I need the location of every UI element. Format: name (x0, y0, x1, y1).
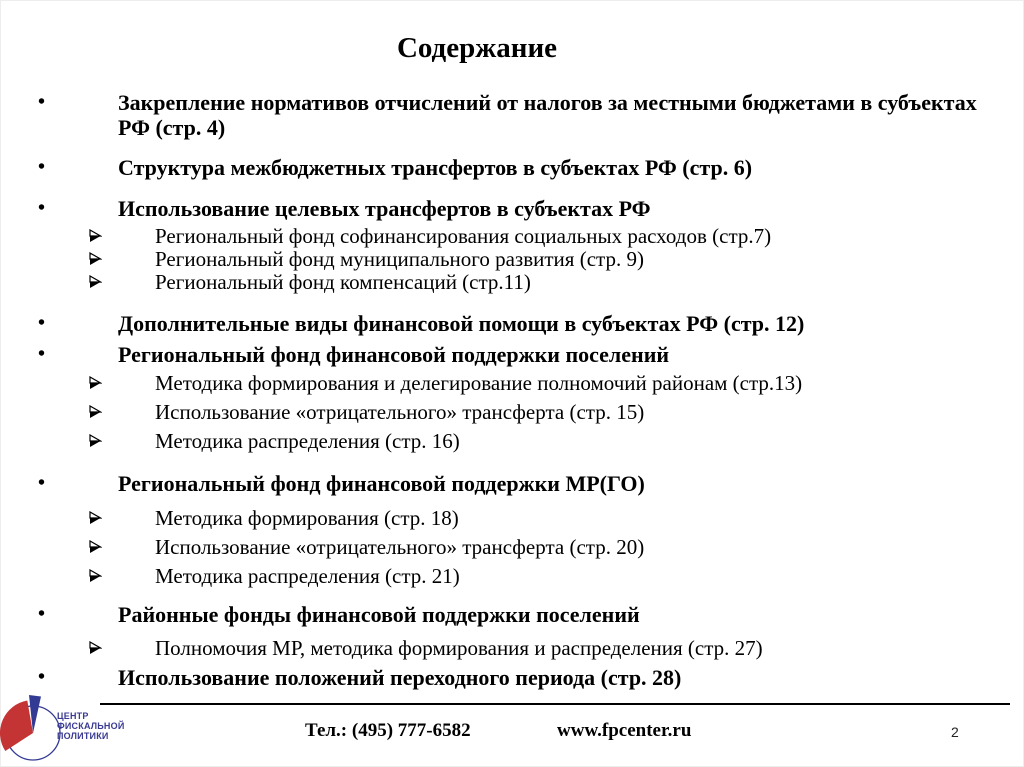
bullet-icon: • (38, 156, 46, 178)
bullet-icon: • (38, 472, 46, 494)
page-title: Содержание (396, 32, 558, 64)
arrowhead-bullet-icon (88, 637, 155, 655)
toc-subitem-label: Методика распределения (стр. 21) (155, 564, 460, 588)
footer-website: www.fpcenter.ru (557, 720, 692, 741)
toc-item-label: Использование целевых трансфертов в субъ… (118, 196, 651, 221)
toc-subitem-label: Методика распределения (стр. 16) (155, 429, 460, 453)
bullet-icon: • (38, 666, 46, 688)
toc-subitem: Полномочия МР, методика формирования и р… (0, 637, 1024, 660)
toc-item: • Региональный фонд финансовой поддержки… (0, 342, 1024, 367)
arrowhead-bullet-icon (88, 372, 155, 390)
toc-subitem-label: Региональный фонд муниципального развити… (155, 247, 644, 271)
toc-item: • Закрепление нормативов отчислений от н… (0, 90, 1024, 140)
toc-subitem-label: Использование «отрицательного» трансферт… (155, 535, 645, 559)
arrowhead-bullet-icon (88, 248, 155, 266)
toc-item: • Использование положений переходного пе… (0, 665, 1024, 690)
toc-list: • Закрепление нормативов отчислений от н… (0, 90, 1024, 690)
fpcenter-logo (0, 695, 61, 761)
arrowhead-bullet-icon (88, 271, 155, 289)
toc-subitem: Использование «отрицательного» трансферт… (0, 536, 1024, 559)
logo-pie-navy-wedge (29, 695, 41, 733)
toc-subitem: Методика распределения (стр. 16) (0, 430, 1024, 453)
toc-subitem: Методика формирования (стр. 18) (0, 507, 1024, 530)
footer-phone: Тел.: (495) 777-6582 (305, 720, 471, 741)
bullet-icon: • (38, 343, 46, 365)
arrowhead-bullet-icon (88, 565, 155, 583)
toc-subitem: Методика формирования и делегирование по… (0, 372, 1024, 395)
bullet-icon: • (38, 197, 46, 219)
toc-item-label: Районные фонды финансовой поддержки посе… (118, 602, 640, 627)
toc-subitem-label: Региональный фонд компенсаций (стр.11) (155, 270, 531, 294)
page-number: 2 (951, 724, 959, 740)
toc-item: • Структура межбюджетных трансфертов в с… (0, 155, 1024, 180)
toc-subitem-label: Использование «отрицательного» трансферт… (155, 400, 645, 424)
toc-item-label: Дополнительные виды финансовой помощи в … (118, 311, 805, 336)
toc-subitem: Методика распределения (стр. 21) (0, 565, 1024, 588)
toc-subitem: Региональный фонд софинансирования социа… (0, 225, 1024, 248)
arrowhead-bullet-icon (88, 536, 155, 554)
bullet-icon: • (38, 312, 46, 334)
toc-subitem: Региональный фонд муниципального развити… (0, 248, 1024, 271)
toc-item: • Районные фонды финансовой поддержки по… (0, 602, 1024, 627)
arrowhead-bullet-icon (88, 225, 155, 243)
arrowhead-bullet-icon (88, 430, 155, 448)
toc-item-label: Региональный фонд финансовой поддержки М… (118, 471, 645, 496)
toc-subitem: Использование «отрицательного» трансферт… (0, 401, 1024, 424)
arrowhead-bullet-icon (88, 401, 155, 419)
arrowhead-bullet-icon (88, 507, 155, 525)
toc-subitem-label: Региональный фонд софинансирования социа… (155, 224, 772, 248)
bullet-icon: • (38, 603, 46, 625)
bullet-icon: • (38, 91, 46, 113)
toc-item: • Использование целевых трансфертов в су… (0, 196, 1024, 221)
toc-item-label: Закрепление нормативов отчислений от нал… (118, 90, 977, 140)
logo-pie-red-slice (0, 700, 33, 751)
logo-caption: ЦЕНТР ФИСКАЛЬНОЙ ПОЛИТИКИ (57, 711, 125, 741)
toc-item-label: Региональный фонд финансовой поддержки п… (118, 342, 670, 367)
toc-item: • Региональный фонд финансовой поддержки… (0, 471, 1024, 496)
footer-divider (100, 703, 1010, 705)
toc-subitem: Региональный фонд компенсаций (стр.11) (0, 271, 1024, 294)
toc-item: • Дополнительные виды финансовой помощи … (0, 311, 1024, 336)
toc-item-label: Использование положений переходного пери… (118, 665, 682, 690)
toc-subitem-label: Методика формирования (стр. 18) (155, 506, 459, 530)
toc-subitem-label: Полномочия МР, методика формирования и р… (155, 636, 763, 660)
toc-subitem-label: Методика формирования и делегирование по… (155, 371, 803, 395)
toc-item-label: Структура межбюджетных трансфертов в суб… (118, 155, 753, 180)
